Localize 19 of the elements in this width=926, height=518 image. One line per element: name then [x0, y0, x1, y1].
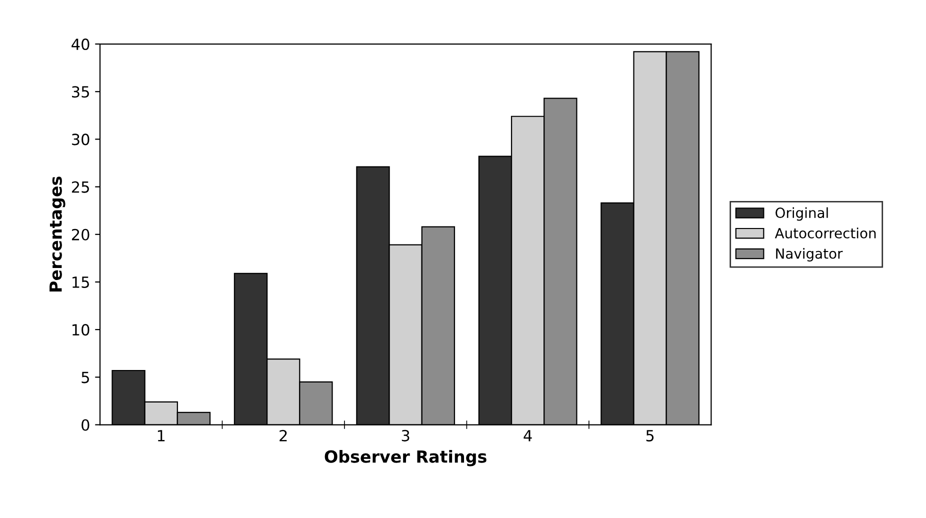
y-tick-label: 20: [72, 228, 90, 240]
y-tick-label: 35: [72, 86, 89, 98]
y-tick-label: 5: [82, 372, 89, 384]
x-tick-label: 5: [646, 430, 654, 442]
y-tick-label: 10: [72, 324, 90, 336]
y-tick-label: 40: [72, 38, 90, 50]
x-tick-label: 1: [158, 430, 165, 442]
y-tick-label: 30: [72, 134, 90, 146]
y-axis-title: Percentages: [50, 176, 66, 292]
x-axis-title: Observer Ratings: [324, 450, 486, 466]
x-tick-label: 3: [402, 430, 410, 442]
y-tick-label: 25: [72, 181, 89, 193]
x-tick-label: 4: [524, 430, 532, 442]
legend-label: Navigator: [776, 248, 843, 262]
y-tick-label: 0: [82, 419, 90, 431]
legend-label: Autocorrection: [774, 228, 876, 238]
legend-label: Original: [776, 207, 828, 221]
x-tick-label: 2: [280, 430, 287, 442]
y-tick-label: 15: [72, 276, 89, 288]
